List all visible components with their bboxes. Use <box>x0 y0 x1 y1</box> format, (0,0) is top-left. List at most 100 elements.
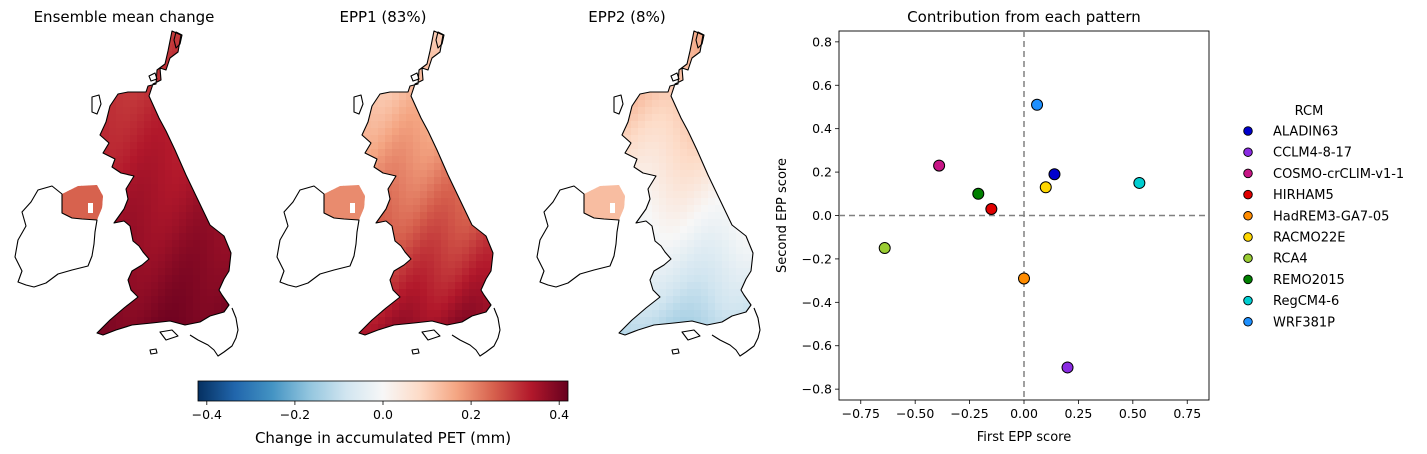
y-tick-label: 0.0 <box>812 208 832 223</box>
coastline-orkney <box>148 72 158 82</box>
colorbar-tick-label: −0.2 <box>280 407 310 422</box>
colorbar-tick-label: −0.4 <box>192 407 222 422</box>
coastline-orkney <box>410 72 420 82</box>
map-title-epp1: EPP1 (83%) <box>340 8 427 26</box>
coastline-france <box>711 307 761 357</box>
coastline-hebrides <box>91 94 102 115</box>
x-tick-label: 0.50 <box>1119 406 1147 421</box>
y-tick-label: 0.6 <box>812 78 832 93</box>
point-hirham5 <box>985 202 998 215</box>
x-axis-ticks: −0.75 −0.50 −0.25 0.00 0.25 0.50 0.75 <box>842 400 1201 421</box>
x-tick-label: 0.25 <box>1064 406 1092 421</box>
legend-item: HadREM3-GA7-05 <box>1243 209 1389 224</box>
point-wrf381p <box>1031 98 1044 111</box>
legend-marker <box>1243 232 1253 242</box>
point-cosmo-crclim-v1-1 <box>933 159 946 172</box>
map-field-gb <box>619 31 753 335</box>
x-tick-label: −0.75 <box>842 406 880 421</box>
legend-label: HIRHAM5 <box>1273 188 1334 203</box>
coastline-hebrides <box>613 94 624 115</box>
coastline-hebrides <box>353 94 364 115</box>
legend-marker <box>1243 189 1253 200</box>
y-tick-label: −0.4 <box>802 295 832 310</box>
coastline-channel-islands <box>149 348 158 355</box>
colorbar-ticks: −0.4 −0.2 0.0 0.2 0.4 <box>192 401 569 422</box>
colorbar-label: Change in accumulated PET (mm) <box>255 429 511 447</box>
legend-label: RACMO22E <box>1273 231 1345 246</box>
legend-item: WRF381P <box>1243 315 1335 330</box>
point-aladin63 <box>1048 168 1061 181</box>
coastline-shetland <box>435 31 445 49</box>
legend-label: REMO2015 <box>1273 273 1345 288</box>
legend-marker <box>1243 126 1253 136</box>
legend-label: WRF381P <box>1273 315 1335 330</box>
point-regcm4-6 <box>1133 176 1146 189</box>
legend-item: RegCM4-6 <box>1243 294 1339 309</box>
map-title-mean: Ensemble mean change <box>34 8 215 26</box>
legend-marker <box>1243 295 1253 306</box>
x-tick-label: −0.50 <box>896 406 934 421</box>
legend-item: CCLM4-8-17 <box>1243 146 1352 161</box>
legend-label: RegCM4-6 <box>1273 294 1339 309</box>
legend-item: COSMO-crCLIM-v1-1 <box>1243 167 1404 182</box>
colorbar-tick-label: 0.0 <box>373 407 393 422</box>
legend-marker <box>1243 147 1253 157</box>
map-panel-epp1: EPP1 (83%) <box>276 8 501 357</box>
point-cclm4-8-17 <box>1061 361 1074 374</box>
legend-marker <box>1243 317 1253 327</box>
legend-label: HadREM3-GA7-05 <box>1273 209 1389 224</box>
legend-item: REMO2015 <box>1243 273 1345 288</box>
map-epp1 <box>276 30 501 357</box>
coastline-gb <box>618 30 754 336</box>
legend-marker <box>1243 211 1253 221</box>
legend-marker <box>1243 168 1253 179</box>
coastline-shetland <box>173 31 183 49</box>
coastline-france <box>189 307 239 357</box>
map-panel-epp2: EPP2 (8%) <box>536 8 761 357</box>
legend-item: RACMO22E <box>1243 231 1345 246</box>
legend-item: RCA4 <box>1243 252 1308 267</box>
legend-item: ALADIN63 <box>1243 125 1338 140</box>
point-racmo22e <box>1039 181 1052 194</box>
map-field-ni <box>324 185 365 220</box>
colorbar-tick-label: 0.2 <box>461 407 481 422</box>
coastline-ireland <box>14 185 98 288</box>
colorbar: −0.4 −0.2 0.0 0.2 0.4 Change in accumulated … <box>192 380 569 447</box>
coastline-france <box>451 307 501 357</box>
scatter-chart: Contribution from each pattern −0.75 −0.5… <box>775 8 1210 445</box>
coastline-ireland <box>276 185 360 288</box>
legend-label: ALADIN63 <box>1273 125 1338 140</box>
map-panel-mean: Ensemble mean change <box>14 8 239 357</box>
colorbar-tick-label: 0.4 <box>549 407 569 422</box>
y-axis-ticks: −0.8 −0.6 −0.4 −0.2 0.0 0.2 0.4 0.6 0.8 <box>802 34 839 397</box>
x-tick-label: 0.00 <box>1010 406 1038 421</box>
coastline-isle-of-wight <box>421 329 441 341</box>
legend-item: HIRHAM5 <box>1243 188 1334 203</box>
y-tick-label: 0.4 <box>812 121 832 136</box>
y-tick-label: 0.2 <box>812 165 832 180</box>
legend-label: CCLM4-8-17 <box>1273 146 1352 161</box>
legend-items: ALADIN63 CCLM4-8-17 COSMO-crCLIM-v1-1 HIRHA… <box>1243 125 1404 330</box>
map-epp2 <box>536 30 761 357</box>
map-field-gb <box>97 31 231 335</box>
y-tick-label: 0.8 <box>812 34 832 49</box>
coastline-channel-islands <box>411 348 420 355</box>
map-field-ni <box>584 185 625 220</box>
legend-marker <box>1243 274 1253 285</box>
y-tick-label: −0.6 <box>802 338 832 353</box>
coastline-gb <box>358 30 494 336</box>
legend-title: RCM <box>1295 104 1324 119</box>
legend-label: RCA4 <box>1273 252 1308 267</box>
map-title-epp2: EPP2 (8%) <box>588 8 665 26</box>
coastline-isle-of-wight <box>681 329 701 341</box>
y-tick-label: −0.8 <box>802 382 832 397</box>
reference-lines <box>839 31 1209 400</box>
coastline-ireland <box>536 185 620 288</box>
legend: RCM ALADIN63 CCLM4-8-17 COSMO-crCLIM-v1-1 H… <box>1243 104 1404 330</box>
colorbar-gradient <box>197 380 569 402</box>
x-tick-label: −0.25 <box>950 406 988 421</box>
map-mean <box>14 30 239 357</box>
x-axis-label: First EPP score <box>977 430 1071 445</box>
y-tick-label: −0.2 <box>802 251 832 266</box>
